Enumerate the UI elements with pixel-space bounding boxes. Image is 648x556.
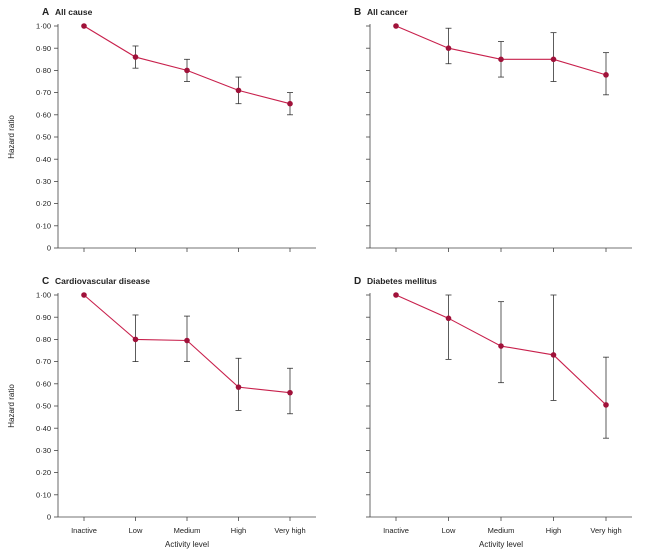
y-tick-label: 0·70 <box>36 88 51 97</box>
error-bar <box>445 294 452 360</box>
data-point <box>498 56 504 63</box>
data-point <box>132 336 139 343</box>
data-point <box>81 292 87 298</box>
panel-letter: A <box>42 7 49 18</box>
panel-title: All cancer <box>367 7 408 17</box>
x-tick-label: Low <box>442 526 456 535</box>
x-tick-label: Medium <box>488 526 515 535</box>
panel-a: A All cause 0 0·10 0·20 0·30 0·40 0·50 0·60 0·70 0… <box>7 7 316 253</box>
data-point <box>445 315 452 322</box>
y-tick-label: 0·50 <box>36 133 51 142</box>
x-tick-label: High <box>231 526 246 535</box>
x-tick-label: Medium <box>174 526 201 535</box>
data-point <box>498 343 504 349</box>
data-point <box>603 402 609 408</box>
data-point <box>235 87 242 94</box>
data-point <box>445 45 452 51</box>
y-tick-label: 0·50 <box>36 402 51 411</box>
y-tick-label: 0·20 <box>36 199 51 208</box>
x-axis-title: Activity level <box>165 540 209 549</box>
x-tick-label: High <box>546 526 561 535</box>
data-point <box>81 23 87 29</box>
y-tick-label: 0·90 <box>36 313 51 322</box>
panel-d: D Diabetes mellitus Inactive Low Medium High V… <box>354 276 632 549</box>
y-tick-label: 0·10 <box>36 221 51 230</box>
x-tick-label: Inactive <box>383 526 409 535</box>
data-point <box>550 352 557 358</box>
y-tick-label: 0·20 <box>36 468 51 477</box>
y-tick-label: 0·40 <box>36 155 51 164</box>
x-tick-label: Inactive <box>71 526 97 535</box>
y-tick-label: 0·30 <box>36 446 51 455</box>
y-tick-label: 0·70 <box>36 357 51 366</box>
panel-title: Diabetes mellitus <box>367 276 437 286</box>
error-bar <box>550 294 557 401</box>
x-tick-label: Very high <box>274 526 305 535</box>
y-tick-label: 0 <box>47 244 51 253</box>
data-point <box>184 67 190 74</box>
y-tick-label: 0·60 <box>36 379 51 388</box>
panel-letter: D <box>354 276 361 287</box>
y-tick-label: 1·00 <box>36 22 51 31</box>
data-point <box>393 292 399 298</box>
panel-c: C Cardiovascular disease 0 0·10 0·20 0·30 0·40… <box>7 276 316 549</box>
x-tick-label: Low <box>129 526 143 535</box>
y-axis-title: Hazard ratio <box>7 384 16 428</box>
x-tick-label: Very high <box>590 526 621 535</box>
y-tick-label: 0 <box>47 513 51 522</box>
y-tick-label: 0·30 <box>36 177 51 186</box>
data-point <box>235 384 242 390</box>
y-tick-label: 0·10 <box>36 490 51 499</box>
error-bar <box>603 356 609 439</box>
data-point <box>132 54 139 60</box>
data-point <box>184 337 190 344</box>
panel-letter: C <box>42 276 49 287</box>
data-point <box>393 23 399 29</box>
y-tick-label: 0·90 <box>36 44 51 53</box>
panel-title: Cardiovascular disease <box>55 276 150 286</box>
data-point <box>287 100 293 107</box>
error-bar <box>498 301 504 384</box>
y-tick-label: 1·00 <box>36 291 51 300</box>
y-tick-label: 0·80 <box>36 335 51 344</box>
y-tick-label: 0·40 <box>36 424 51 433</box>
y-tick-label: 0·60 <box>36 110 51 119</box>
panel-letter: B <box>354 7 361 18</box>
y-axis-title: Hazard ratio <box>7 115 16 159</box>
y-tick-label: 0·80 <box>36 66 51 75</box>
panel-b: B All cancer <box>354 7 632 252</box>
data-point <box>287 389 293 396</box>
panel-title: All cause <box>55 7 93 17</box>
data-point <box>550 56 557 63</box>
data-point <box>603 72 609 78</box>
x-axis-title: Activity level <box>479 540 523 549</box>
